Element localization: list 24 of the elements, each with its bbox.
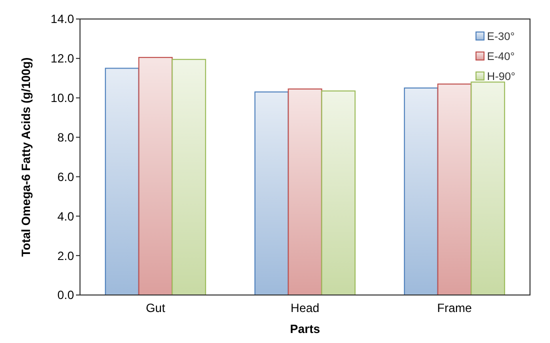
y-tick-label: 8.0 bbox=[57, 130, 74, 144]
bar bbox=[172, 58, 206, 296]
bar bbox=[138, 56, 173, 296]
x-axis-title: Parts bbox=[290, 322, 320, 336]
bar bbox=[437, 84, 472, 296]
x-tick-label: Head bbox=[290, 301, 320, 315]
y-tick-label: 12.0 bbox=[50, 52, 74, 66]
y-tick-label: 4.0 bbox=[57, 209, 74, 224]
bar bbox=[288, 88, 322, 296]
bar bbox=[104, 68, 140, 296]
y-tick-label: 10.0 bbox=[50, 91, 74, 106]
bar bbox=[254, 91, 289, 296]
bar bbox=[404, 88, 438, 296]
legend-label: E-30° bbox=[487, 30, 515, 43]
y-tick-label: 0.0 bbox=[57, 288, 74, 302]
x-tick-label: Gut bbox=[146, 301, 166, 315]
x-tick-label: Frame bbox=[437, 301, 472, 315]
y-tick-label: 2.0 bbox=[57, 248, 74, 263]
bar bbox=[321, 90, 356, 296]
legend-label: E-40° bbox=[487, 50, 515, 63]
legend-label: H-90° bbox=[487, 70, 516, 83]
y-tick-label: 14.0 bbox=[50, 12, 74, 26]
y-axis-title: Total Omega-6 Fatty Acids (g/100g) bbox=[19, 57, 33, 257]
y-tick-label: 6.0 bbox=[57, 170, 74, 184]
